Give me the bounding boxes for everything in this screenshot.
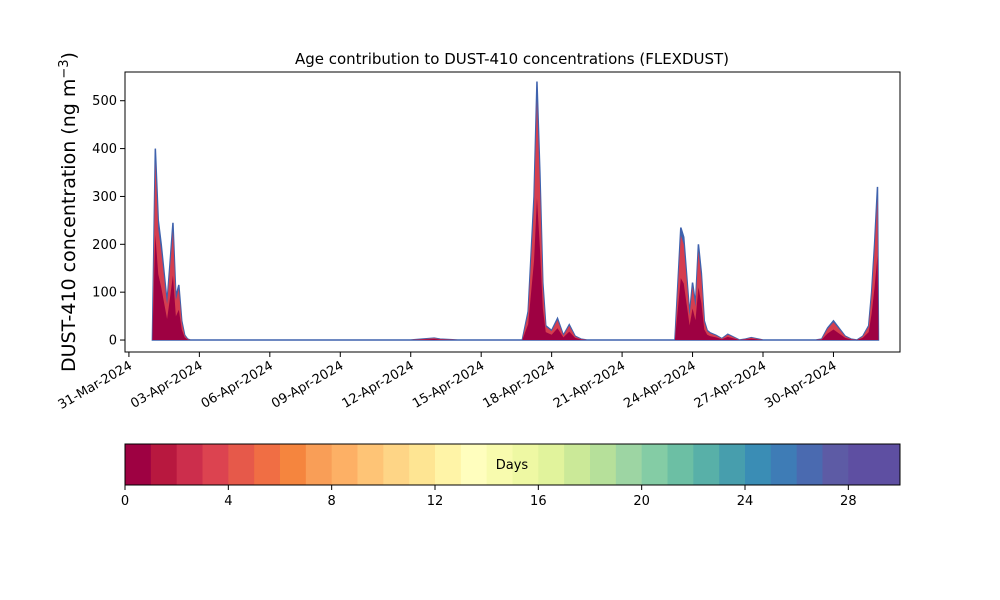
x-tick-label: 21-Apr-2024 [551, 358, 628, 411]
y-tick-label: 200 [92, 238, 117, 253]
colorbar-tick-label: 20 [633, 494, 650, 509]
x-tick-label: 18-Apr-2024 [481, 358, 558, 411]
y-axis: 0 100 200 300 400 500 [92, 94, 125, 349]
colorbar-tick-label: 8 [328, 494, 336, 509]
area-mid-layer [152, 99, 879, 341]
colorbar-swatch [150, 444, 178, 485]
colorbar-swatch [538, 444, 565, 485]
colorbar-swatch [176, 444, 203, 485]
colorbar-tick-label: 0 [121, 494, 129, 509]
y-tick-label: 100 [92, 286, 117, 301]
x-axis: 31-Mar-202403-Apr-202406-Apr-202409-Apr-… [56, 352, 839, 413]
x-tick-label: 30-Apr-2024 [762, 358, 839, 411]
x-tick-label: 15-Apr-2024 [410, 358, 487, 411]
colorbar-swatch [770, 444, 798, 485]
colorbar-swatch [512, 444, 539, 485]
area-top-layer [151, 81, 880, 341]
colorbar-swatch [822, 444, 849, 485]
colorbar-swatch [280, 444, 307, 485]
y-tick-label: 500 [92, 94, 117, 109]
colorbar-tick-label: 28 [840, 494, 857, 509]
colorbar-swatch [228, 444, 255, 485]
colorbar-swatch [874, 444, 901, 485]
colorbar-frame [124, 443, 901, 486]
colorbar-swatch [305, 444, 333, 485]
colorbar-swatch [486, 444, 513, 485]
x-tick-label: 27-Apr-2024 [692, 358, 769, 411]
colorbar-label: Days [496, 458, 529, 473]
colorbar-swatch [383, 444, 410, 485]
y-axis-label: DUST-410 concentration (ng m−3) [57, 52, 80, 372]
y-tick-label: 300 [92, 190, 117, 205]
x-tick-label: 12-Apr-2024 [340, 358, 417, 411]
colorbar-swatch [848, 444, 875, 485]
y-axis-label-sup: −3 [57, 59, 72, 78]
colorbar-swatch [125, 444, 152, 485]
colorbar: 0 4 8 12 16 20 24 28 [121, 443, 901, 509]
y-axis-label-main: DUST-410 concentration (ng m [58, 79, 80, 372]
colorbar-swatch [202, 444, 229, 485]
area-base-layer [152, 197, 879, 341]
colorbar-swatch [667, 444, 694, 485]
plot-frame [124, 71, 901, 353]
y-tick-label: 0 [109, 334, 117, 349]
colorbar-swatch [745, 444, 772, 485]
colorbar-swatch [719, 444, 746, 485]
x-tick-label: 06-Apr-2024 [199, 358, 276, 411]
colorbar-tick-label: 24 [737, 494, 754, 509]
x-tick-label: 09-Apr-2024 [269, 358, 346, 411]
colorbar-tick-label: 16 [530, 494, 547, 509]
colorbar-swatch [409, 444, 436, 485]
chart-title: Age contribution to DUST-410 concentrati… [295, 50, 729, 68]
colorbar-swatch [641, 444, 668, 485]
x-tick-label: 24-Apr-2024 [621, 358, 698, 411]
colorbar-swatch [357, 444, 384, 485]
plot-area [124, 71, 901, 353]
colorbar-swatch [435, 444, 462, 485]
colorbar-swatch [564, 444, 591, 485]
y-axis-label-close: ) [58, 52, 80, 59]
colorbar-swatch [693, 444, 720, 485]
colorbar-swatch [796, 444, 823, 485]
colorbar-swatch [331, 444, 358, 485]
colorbar-swatch [615, 444, 643, 485]
colorbar-tick-label: 12 [427, 494, 444, 509]
colorbar-swatch [590, 444, 617, 485]
colorbar-swatch [460, 444, 488, 485]
y-tick-label: 400 [92, 142, 117, 157]
x-tick-label: 03-Apr-2024 [128, 358, 205, 411]
colorbar-tick-label: 4 [224, 494, 232, 509]
colorbar-swatch [254, 444, 281, 485]
